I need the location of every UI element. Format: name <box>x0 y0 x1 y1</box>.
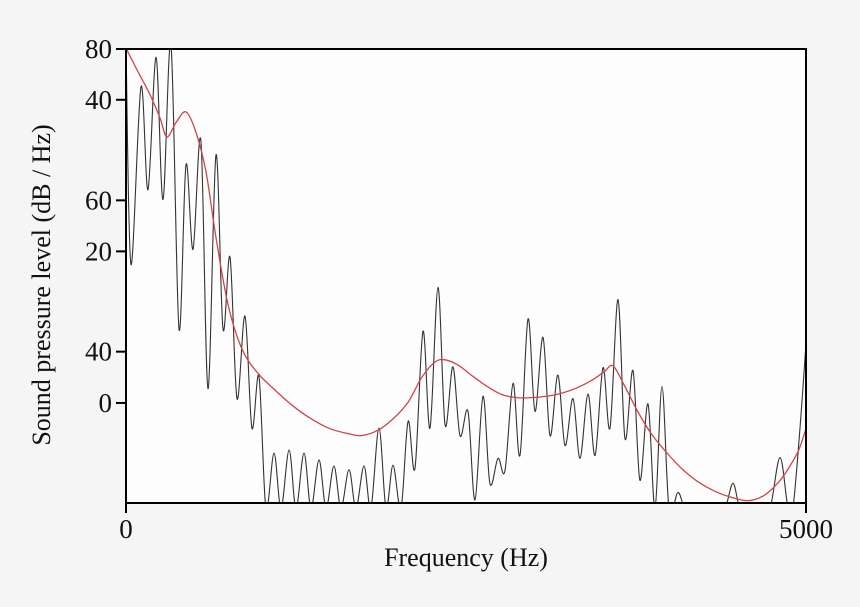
plot-frame <box>125 48 807 504</box>
y-tick-label-spectrum: 60 <box>85 185 112 215</box>
x-tick-label: 0 <box>119 514 133 544</box>
y-tick-label-spectrum: 40 <box>85 337 112 367</box>
y-axis-title: Sound pressure level (dB / Hz) <box>27 124 56 445</box>
y-tick-label-envelope: 0 <box>99 388 113 418</box>
plot-area <box>126 49 806 503</box>
x-tick-label: 5000 <box>779 514 833 544</box>
spectral-envelope-line <box>126 49 806 502</box>
y-tick-label-envelope: 20 <box>85 236 112 266</box>
harmonic-spectrum-line <box>126 49 806 503</box>
y-tick-label-spectrum: 80 <box>85 34 112 64</box>
x-axis-title: Frequency (Hz) <box>384 543 548 572</box>
y-tick-label-envelope: 40 <box>85 85 112 115</box>
